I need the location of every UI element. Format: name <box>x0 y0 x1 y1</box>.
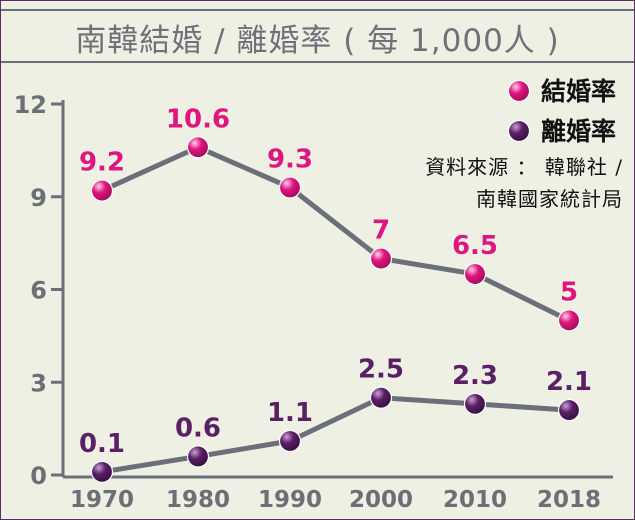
data-label-marriage: 10.6 <box>166 104 230 134</box>
y-tick-label: 12 <box>14 91 47 119</box>
data-label-marriage: 5 <box>560 277 578 307</box>
data-label-divorce: 0.1 <box>79 429 125 459</box>
y-tick-label: 9 <box>30 184 47 212</box>
data-label-divorce: 2.1 <box>546 367 592 397</box>
data-label-marriage: 7 <box>372 216 390 246</box>
data-label-divorce: 1.1 <box>267 398 313 428</box>
chart-title: 南韓結婚 / 離婚率 ( 每 1,000人 ) <box>75 23 560 59</box>
source-line-2: 南韓國家統計局 <box>476 187 623 211</box>
data-point-marriage <box>90 179 114 202</box>
source-line-1: 資料來源 ： 韓聯社 / <box>425 155 623 179</box>
x-tick-label: 1970 <box>70 487 134 513</box>
title-bar: 南韓結婚 / 離婚率 ( 每 1,000人 ) <box>1 1 634 65</box>
data-point-marriage <box>278 176 302 199</box>
data-point-marriage <box>463 262 487 286</box>
data-label-marriage: 6.5 <box>452 231 498 261</box>
x-tick-label: 1990 <box>258 487 322 513</box>
y-tick-label: 6 <box>30 277 47 305</box>
data-point-marriage <box>557 309 581 332</box>
data-label-marriage: 9.2 <box>79 148 125 178</box>
series-line-marriage <box>100 144 571 323</box>
data-point-divorce <box>369 386 393 409</box>
data-point-divorce <box>278 429 302 453</box>
data-point-divorce <box>90 460 114 484</box>
data-label-divorce: 0.6 <box>175 413 221 443</box>
x-tick-label: 2010 <box>443 487 507 513</box>
data-point-divorce <box>186 445 210 468</box>
data-label-divorce: 2.5 <box>358 355 404 385</box>
legend-marker-marriage <box>507 79 531 103</box>
data-point-divorce <box>463 392 487 415</box>
title-rule-bottom <box>1 61 634 63</box>
x-tick-label: 2018 <box>537 487 601 513</box>
data-point-marriage <box>369 247 393 270</box>
data-point-marriage <box>186 136 210 159</box>
data-point-divorce <box>557 398 581 422</box>
data-label-divorce: 2.3 <box>452 361 498 391</box>
data-label-marriage: 9.3 <box>267 144 313 174</box>
x-tick-label: 1980 <box>166 487 230 513</box>
title-rule-top <box>1 9 634 11</box>
y-tick-label: 3 <box>30 369 47 397</box>
legend-label-marriage: 結婚率 <box>541 77 616 106</box>
x-tick-label: 2000 <box>349 487 413 513</box>
legend-marker-divorce <box>507 119 531 143</box>
legend-label-divorce: 離婚率 <box>541 117 616 146</box>
y-tick-label: 0 <box>30 462 47 490</box>
series-line-divorce <box>101 395 570 475</box>
